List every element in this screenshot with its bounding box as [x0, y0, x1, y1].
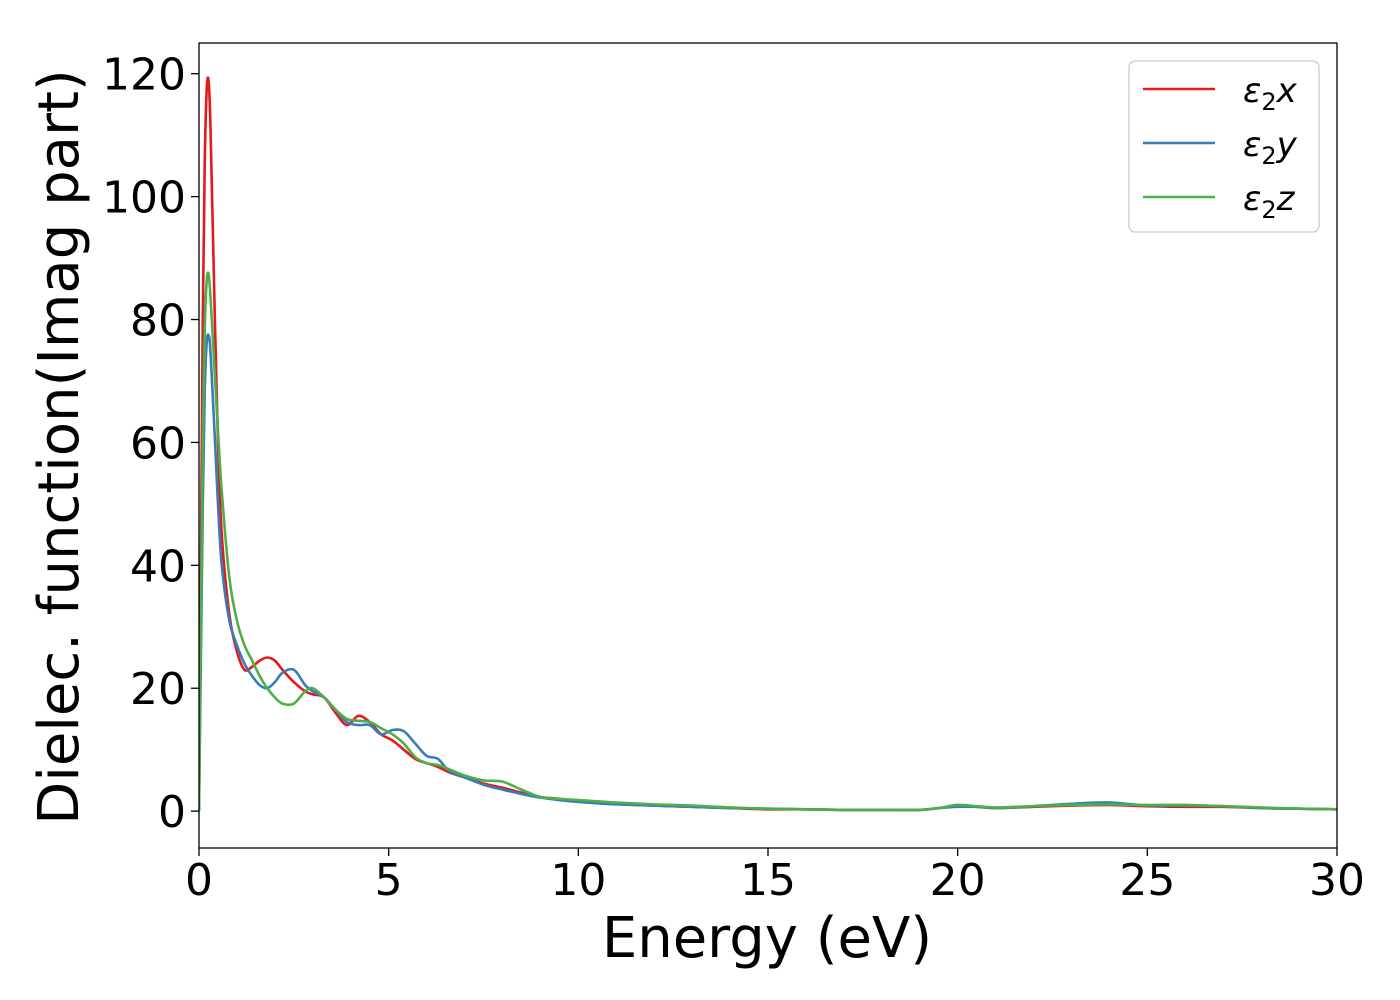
legend-box — [1128, 60, 1320, 233]
x-tick-label: 0 — [185, 855, 213, 906]
legend-label: ε2y — [1243, 125, 1298, 170]
plot-area — [199, 76, 1337, 812]
x-tick-label: 5 — [375, 855, 403, 906]
x-tick-label: 25 — [1119, 855, 1175, 906]
axes: 0 5 10 15 20 25 30 0 20 40 60 80 100 120 — [102, 42, 1365, 906]
x-tick-label: 20 — [930, 855, 986, 906]
y-tick-label: 100 — [102, 173, 186, 224]
y-tick-label: 80 — [130, 296, 186, 347]
y-tick-label: 40 — [130, 541, 186, 592]
legend: ε2x ε2y ε2z — [1128, 60, 1320, 233]
x-tick-label: 30 — [1309, 855, 1365, 906]
series-line-y — [199, 333, 1337, 812]
y-axis-label: Dielec. function(Imag part) — [27, 69, 92, 825]
x-tick-label: 15 — [740, 855, 796, 906]
x-tick-label: 10 — [550, 855, 606, 906]
x-axis-label: Energy (eV) — [602, 906, 932, 971]
series-line-z — [199, 271, 1337, 812]
legend-label: ε2x — [1243, 71, 1298, 116]
legend-label: ε2z — [1243, 179, 1296, 224]
y-tick-label: 60 — [130, 418, 186, 469]
y-tick-label: 0 — [158, 787, 186, 838]
y-tick-label: 20 — [130, 664, 186, 715]
y-tick-label: 120 — [102, 50, 186, 101]
